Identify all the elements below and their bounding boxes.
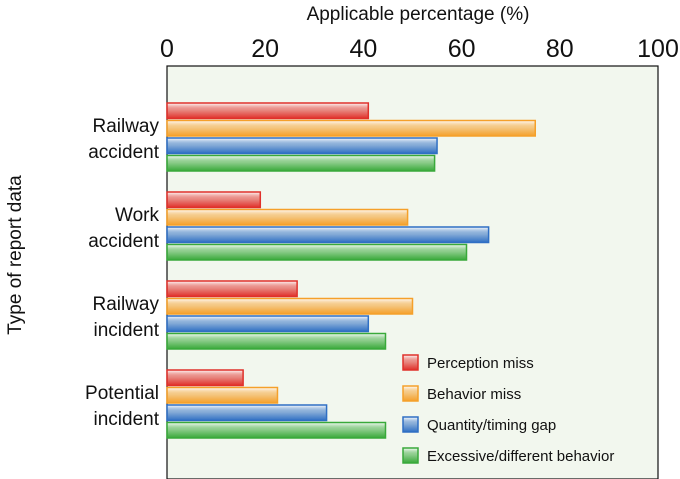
bar [166, 191, 262, 209]
legend-label: Behavior miss [427, 386, 521, 403]
bar [166, 154, 436, 172]
bar [166, 243, 468, 261]
category-label: Railway [92, 294, 159, 315]
bar [166, 332, 387, 350]
category-label: incident [94, 409, 160, 430]
category-label: accident [88, 142, 159, 163]
bar [166, 386, 279, 404]
legend-swatch [402, 385, 419, 402]
bar [166, 369, 244, 387]
bar [166, 404, 328, 422]
legend-label: Excessive/different behavior [427, 448, 614, 465]
category-label: Work [115, 205, 159, 226]
y-axis-title: Type of report data [5, 175, 26, 335]
bar [166, 208, 409, 226]
bar [166, 280, 298, 298]
legend-swatch [402, 447, 419, 464]
legend-label: Perception miss [427, 355, 534, 372]
bar [166, 315, 370, 333]
legend-swatch [402, 416, 419, 433]
bar [166, 421, 387, 439]
bar [166, 297, 414, 315]
bar [166, 226, 490, 244]
bar [166, 102, 370, 120]
x-tick-label: 60 [448, 35, 476, 63]
bar [166, 137, 438, 155]
x-tick-label: 20 [251, 35, 279, 63]
x-axis-title: Applicable percentage (%) [307, 4, 530, 25]
category-label: accident [88, 231, 159, 252]
x-tick-label: 100 [637, 35, 679, 63]
legend-swatch [402, 354, 419, 371]
x-tick-label: 40 [349, 35, 377, 63]
legend-label: Quantity/timing gap [427, 417, 556, 434]
bar [166, 119, 536, 137]
x-tick-label: 0 [160, 35, 174, 63]
x-tick-label: 80 [546, 35, 574, 63]
category-label: Railway [92, 116, 159, 137]
category-label: Potential [85, 383, 159, 404]
category-label: incident [94, 320, 160, 341]
